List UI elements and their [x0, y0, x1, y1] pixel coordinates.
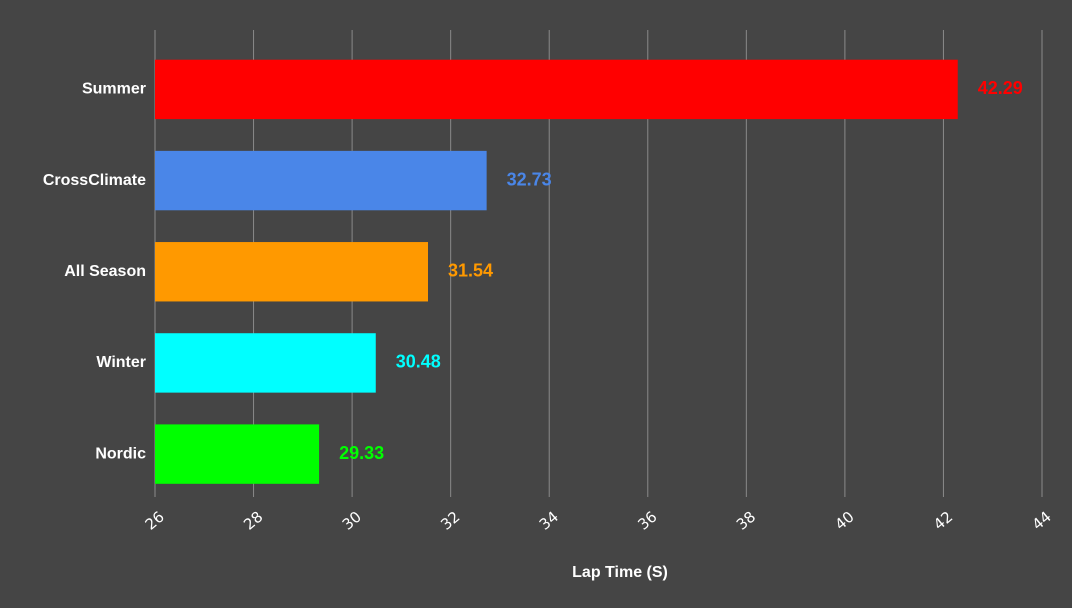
- category-label: Winter: [96, 354, 146, 371]
- value-label: 32.73: [507, 169, 552, 189]
- x-tick-label: 36: [634, 508, 660, 534]
- category-label: Nordic: [95, 445, 146, 462]
- bar-crossclimate: [155, 150, 487, 211]
- value-label: 29.33: [339, 443, 384, 463]
- x-tick-label: 40: [831, 508, 857, 534]
- bar-winter: [155, 333, 376, 393]
- value-label: 42.29: [978, 78, 1023, 98]
- x-axis-title: Lap Time (S): [572, 564, 668, 581]
- x-tick-label: 32: [437, 508, 463, 534]
- category-label: CrossClimate: [43, 172, 146, 189]
- category-label: All Season: [64, 263, 146, 280]
- x-tick-label: 30: [339, 508, 365, 534]
- x-tick-label: 34: [536, 508, 562, 534]
- x-axis-ticks: 26 28 30 32 34 36 38 40 42 44: [142, 508, 1055, 534]
- x-tick-label: 28: [240, 508, 266, 534]
- x-tick-label: 44: [1029, 508, 1055, 534]
- value-label: 30.48: [396, 352, 441, 372]
- category-label: Summer: [82, 81, 146, 98]
- x-tick-label: 38: [733, 508, 759, 534]
- x-tick-label: 26: [142, 508, 168, 534]
- bars: [155, 59, 958, 484]
- value-label: 31.54: [448, 261, 493, 281]
- bar-all-season: [155, 242, 428, 302]
- bar-nordic: [155, 424, 320, 484]
- bar-summer: [155, 59, 958, 120]
- labels: Summer 42.29 CrossClimate 32.73 All Season 31…: [43, 78, 1023, 463]
- x-tick-label: 42: [930, 508, 956, 534]
